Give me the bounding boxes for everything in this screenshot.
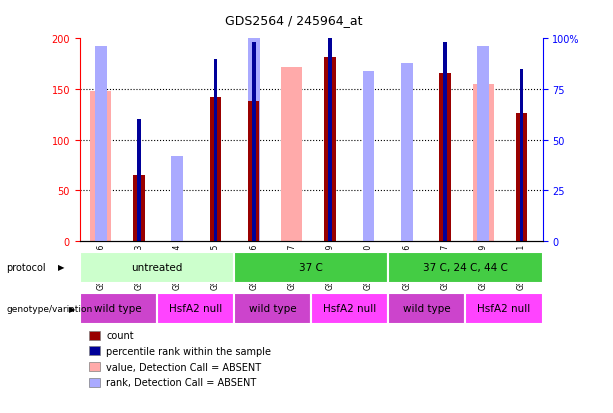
- Bar: [80, 293, 157, 324]
- Bar: [363, 71, 375, 242]
- Text: wild type: wild type: [403, 304, 451, 314]
- Text: ▶: ▶: [69, 304, 75, 313]
- Bar: [90, 92, 111, 242]
- Bar: [210, 98, 221, 242]
- Text: value, Detection Call = ABSENT: value, Detection Call = ABSENT: [106, 362, 261, 372]
- Text: HsfA2 null: HsfA2 null: [169, 304, 222, 314]
- Bar: [473, 85, 493, 242]
- Bar: [465, 293, 543, 324]
- Bar: [516, 114, 527, 242]
- Bar: [388, 252, 543, 283]
- Bar: [388, 293, 465, 324]
- Bar: [137, 120, 141, 242]
- Bar: [252, 43, 256, 242]
- Text: genotype/variation: genotype/variation: [6, 304, 93, 313]
- Text: untreated: untreated: [131, 262, 183, 273]
- Text: rank, Detection Call = ABSENT: rank, Detection Call = ABSENT: [106, 377, 256, 387]
- Bar: [234, 252, 388, 283]
- Bar: [401, 64, 413, 242]
- Text: percentile rank within the sample: percentile rank within the sample: [106, 346, 271, 356]
- Bar: [133, 176, 145, 242]
- Bar: [80, 252, 234, 283]
- Text: HsfA2 null: HsfA2 null: [478, 304, 531, 314]
- Text: HsfA2 null: HsfA2 null: [323, 304, 376, 314]
- Text: 37 C: 37 C: [299, 262, 323, 273]
- Bar: [520, 69, 524, 242]
- Bar: [329, 21, 332, 242]
- Text: wild type: wild type: [249, 304, 296, 314]
- Bar: [440, 74, 451, 242]
- Text: ▶: ▶: [58, 263, 65, 272]
- Bar: [248, 27, 259, 242]
- Text: wild type: wild type: [94, 304, 142, 314]
- Text: protocol: protocol: [6, 262, 46, 272]
- Bar: [95, 47, 107, 242]
- Text: GDS2564 / 245964_at: GDS2564 / 245964_at: [226, 14, 363, 27]
- Bar: [311, 293, 388, 324]
- Bar: [281, 68, 302, 242]
- Bar: [213, 59, 218, 242]
- Bar: [172, 157, 183, 242]
- Bar: [248, 102, 259, 242]
- Text: 37 C, 24 C, 44 C: 37 C, 24 C, 44 C: [423, 262, 508, 273]
- Bar: [157, 293, 234, 324]
- Bar: [443, 43, 447, 242]
- Bar: [234, 293, 311, 324]
- Bar: [478, 47, 489, 242]
- Text: count: count: [106, 330, 134, 340]
- Bar: [324, 57, 336, 242]
